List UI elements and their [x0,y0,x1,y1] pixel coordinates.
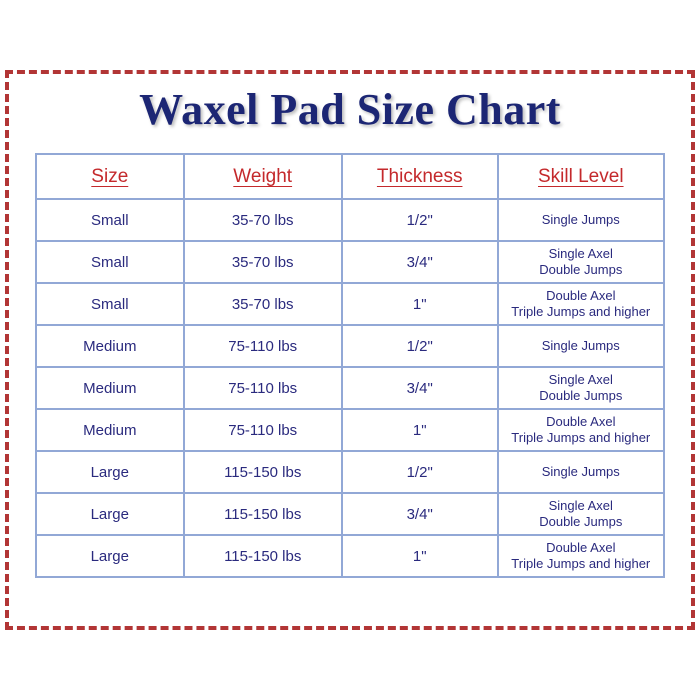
table-row: Small 35-70 lbs 1" Double Axel Triple Ju… [35,282,666,326]
table-row: Medium 75-110 lbs 3/4" Single Axel Doubl… [35,366,666,410]
cell-skill-level: Single Jumps [496,450,666,494]
cell-skill-level: Single Jumps [496,198,666,242]
cell-skill-level: Double Axel Triple Jumps and higher [496,282,666,326]
cell-size: Medium [35,408,185,452]
cell-skill-level: Double Axel Triple Jumps and higher [496,534,666,578]
cell-thickness: 1/2" [340,324,499,368]
cell-size: Medium [35,366,185,410]
cell-skill-level: Single Axel Double Jumps [496,240,666,284]
table-header-row: Size Weight Thickness Skill Level [35,153,666,200]
table-row: Large 115-150 lbs 1" Double Axel Triple … [35,534,666,578]
table-row: Large 115-150 lbs 3/4" Single Axel Doubl… [35,492,666,536]
cell-skill-level: Single Jumps [496,324,666,368]
cell-thickness: 3/4" [340,366,499,410]
cell-thickness: 3/4" [340,240,499,284]
cell-weight: 115-150 lbs [182,534,343,578]
size-chart-table: Size Weight Thickness Skill Level Small … [35,153,666,578]
cell-thickness: 3/4" [340,492,499,536]
cell-weight: 75-110 lbs [182,408,343,452]
cell-skill-level: Single Axel Double Jumps [496,492,666,536]
cell-thickness: 1" [340,534,499,578]
cell-size: Medium [35,324,185,368]
cell-size: Small [35,240,185,284]
cell-skill-level: Single Axel Double Jumps [496,366,666,410]
cell-thickness: 1/2" [340,198,499,242]
cell-skill-level: Double Axel Triple Jumps and higher [496,408,666,452]
cell-size: Small [35,198,185,242]
column-header-weight: Weight [182,153,343,200]
cell-weight: 35-70 lbs [182,240,343,284]
cell-size: Large [35,534,185,578]
cell-size: Large [35,492,185,536]
dashed-red-border [5,70,695,630]
cell-weight: 75-110 lbs [182,324,343,368]
cell-thickness: 1/2" [340,450,499,494]
table-row: Small 35-70 lbs 1/2" Single Jumps [35,198,666,242]
table-row: Large 115-150 lbs 1/2" Single Jumps [35,450,666,494]
table-row: Medium 75-110 lbs 1/2" Single Jumps [35,324,666,368]
table-row: Medium 75-110 lbs 1" Double Axel Triple … [35,408,666,452]
cell-size: Small [35,282,185,326]
column-header-thickness: Thickness [340,153,499,200]
cell-thickness: 1" [340,282,499,326]
cell-weight: 115-150 lbs [182,492,343,536]
cell-weight: 75-110 lbs [182,366,343,410]
column-header-size: Size [35,153,185,200]
page-title: Waxel Pad Size Chart [139,85,561,134]
cell-size: Large [35,450,185,494]
column-header-skill-level: Skill Level [496,153,666,200]
cell-weight: 35-70 lbs [182,282,343,326]
cell-weight: 35-70 lbs [182,198,343,242]
cell-thickness: 1" [340,408,499,452]
table-row: Small 35-70 lbs 3/4" Single Axel Double … [35,240,666,284]
cell-weight: 115-150 lbs [182,450,343,494]
